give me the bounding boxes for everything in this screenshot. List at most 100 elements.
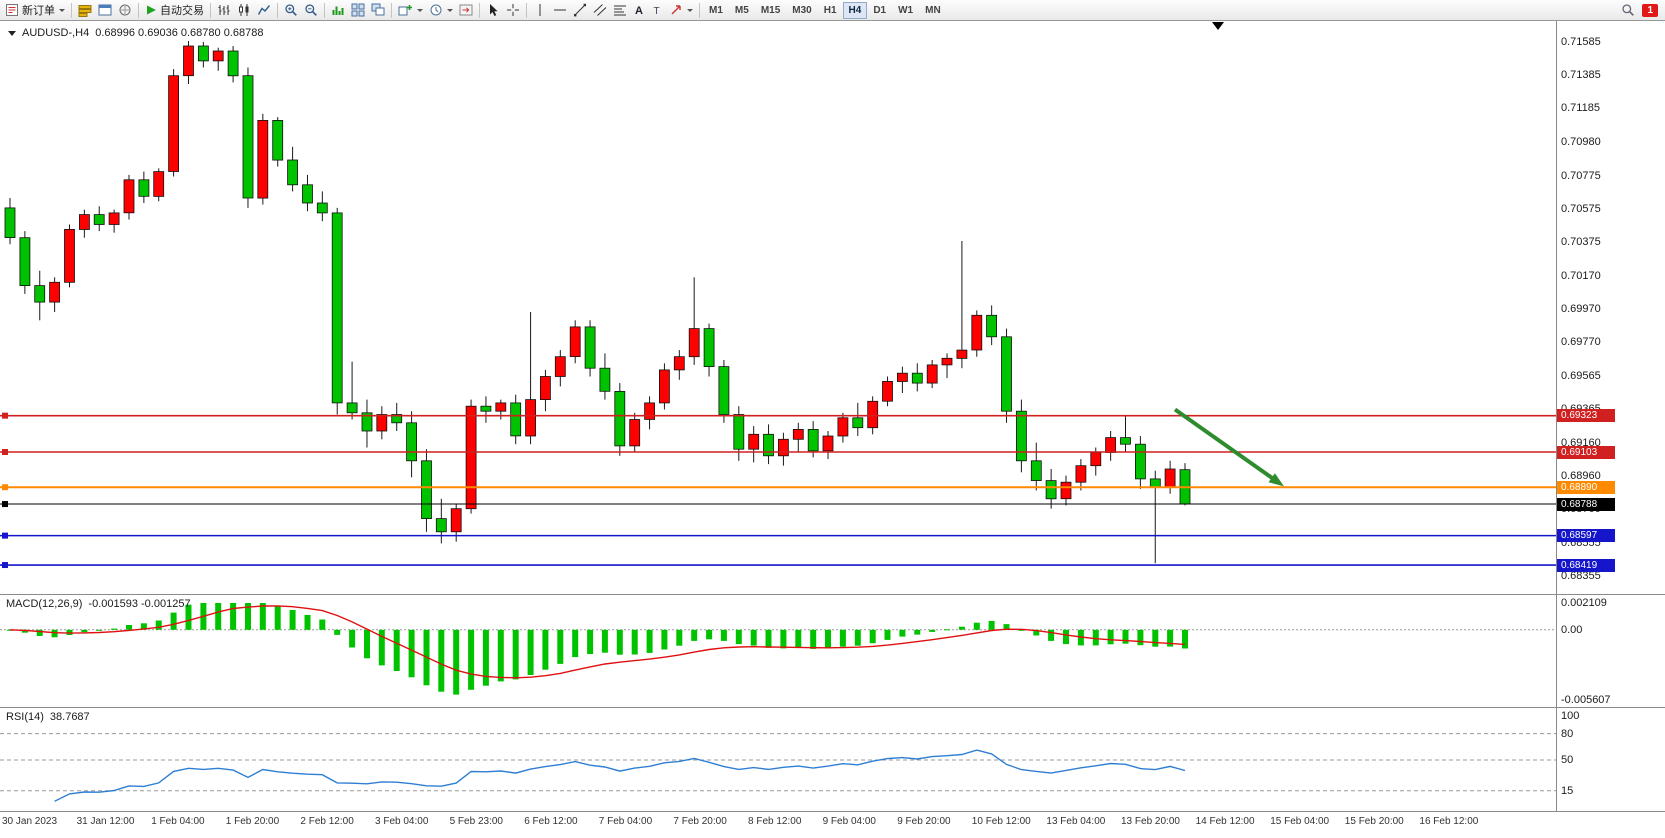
auto-trading-button[interactable]: 自动交易 (142, 1, 207, 19)
data-window-icon (98, 4, 112, 16)
rsi-name: RSI(14) (6, 711, 44, 723)
toolbar-separator (138, 2, 139, 18)
bar-chart-icon (218, 5, 230, 15)
clock-icon (430, 4, 442, 16)
notification-badge[interactable]: 1 (1642, 3, 1658, 17)
fibonacci-button[interactable] (610, 2, 630, 18)
navigator-button[interactable] (115, 2, 135, 18)
candle (316, 191, 328, 222)
label-icon: T (654, 6, 660, 17)
candle (465, 399, 477, 514)
toolbar: 新订单 自动交易 (0, 0, 1665, 21)
candle (659, 363, 670, 410)
price-tag: 0.68788 (1557, 497, 1615, 511)
main-chart-canvas[interactable] (0, 21, 1556, 594)
candlestick-chart-button[interactable] (234, 2, 254, 18)
zoom-out-button[interactable] (301, 2, 321, 18)
macd-pane-canvas[interactable] (0, 595, 1556, 707)
new-order-icon (6, 4, 18, 16)
search-button[interactable] (1618, 2, 1638, 18)
bar-chart-button[interactable] (214, 2, 234, 18)
line-handle[interactable] (2, 501, 8, 508)
candle (346, 361, 358, 420)
history-marker-icon (1212, 22, 1224, 30)
candle (257, 113, 269, 205)
line-handle[interactable] (2, 484, 8, 491)
vertical-line-button[interactable] (530, 2, 550, 18)
horizontal-line-button[interactable] (550, 2, 570, 18)
candle (703, 323, 715, 377)
zoom-out-icon (305, 4, 317, 16)
timeframe-m30[interactable]: M30 (792, 4, 812, 16)
price-axis-label: 0.70575 (1561, 202, 1601, 215)
rsi-pane-canvas[interactable] (0, 708, 1556, 811)
chart-title: AUDUSD-,H4 0.68996 0.69036 0.68780 0.687… (8, 27, 263, 39)
toolbar-separator (699, 2, 700, 18)
candle (971, 310, 983, 357)
timeframe-h4[interactable]: H4 (842, 1, 868, 19)
price-axis-label: 0.68355 (1561, 569, 1601, 582)
line-handle[interactable] (2, 412, 8, 419)
candle (421, 449, 432, 532)
zoom-in-button[interactable] (281, 2, 301, 18)
trend-arrow-head[interactable] (1268, 473, 1284, 487)
macd-axis-label: 0.002109 (1561, 597, 1607, 609)
toolbar-separator (210, 2, 211, 18)
trendline-button[interactable] (570, 2, 590, 18)
time-axis-label: 15 Feb 04:00 (1270, 816, 1330, 827)
trend-arrow[interactable] (1173, 407, 1278, 483)
candle (108, 209, 120, 233)
arrow-objects-icon (671, 5, 681, 15)
line-handle[interactable] (2, 449, 8, 456)
candle (19, 231, 31, 294)
cursor-icon (490, 4, 498, 16)
ohlc-values: 0.68996 0.69036 0.68780 0.68788 (95, 27, 264, 39)
timeframe-d1[interactable]: D1 (873, 4, 887, 16)
symbol-collapse-icon[interactable] (8, 30, 16, 36)
cursor-button[interactable] (483, 2, 503, 18)
data-window-button[interactable] (95, 2, 115, 18)
timeframe-m1[interactable]: M1 (709, 4, 723, 16)
candle (1164, 460, 1176, 494)
timeframe-h1[interactable]: H1 (823, 4, 837, 16)
new-order-button[interactable]: 新订单 (2, 1, 68, 19)
toolbar-separator (479, 2, 480, 18)
pane-separator[interactable] (0, 594, 1665, 595)
time-axis[interactable]: 30 Jan 2023 31 Jan 12:00 1 Feb 04:00 1 Feb … (0, 812, 1665, 838)
cascade-windows-button[interactable] (368, 2, 388, 18)
timeframe-mn[interactable]: MN (925, 4, 941, 16)
tile-windows-button[interactable] (348, 2, 368, 18)
candle (763, 424, 774, 465)
candle (138, 171, 150, 203)
arrows-button[interactable] (666, 2, 696, 18)
chevron-down-icon (59, 8, 65, 12)
market-watch-button[interactable] (75, 2, 95, 18)
indicators-button[interactable] (328, 2, 348, 18)
text-button[interactable]: A (630, 2, 648, 18)
candle (227, 46, 239, 83)
timeframe-m5[interactable]: M5 (734, 4, 749, 16)
timeframe-w1[interactable]: W1 (898, 4, 914, 16)
chart-shift-button[interactable] (456, 2, 476, 18)
time-axis-label: 2 Feb 12:00 (300, 816, 354, 827)
candle (212, 47, 224, 71)
channel-button[interactable] (590, 2, 610, 18)
label-button[interactable]: T (648, 2, 666, 18)
crosshair-button[interactable] (503, 2, 523, 18)
price-axis-label: 0.69970 (1561, 302, 1601, 315)
time-axis-label: 9 Feb 20:00 (897, 816, 951, 827)
new-chart-button[interactable] (395, 2, 426, 18)
candle (882, 376, 893, 407)
price-tag: 0.68419 (1557, 558, 1615, 572)
time-axis-label: 9 Feb 04:00 (822, 816, 876, 827)
rsi-axis-label: 15 (1561, 784, 1574, 797)
candle (406, 411, 418, 478)
line-handle[interactable] (2, 562, 8, 569)
rsi-value: 38.7687 (49, 711, 90, 723)
line-chart-button[interactable] (254, 2, 274, 18)
pane-separator[interactable] (0, 707, 1665, 708)
timeframe-m15[interactable]: M15 (760, 4, 781, 16)
line-handle[interactable] (2, 532, 8, 539)
candle (123, 174, 135, 220)
time-periods-button[interactable] (426, 2, 456, 18)
